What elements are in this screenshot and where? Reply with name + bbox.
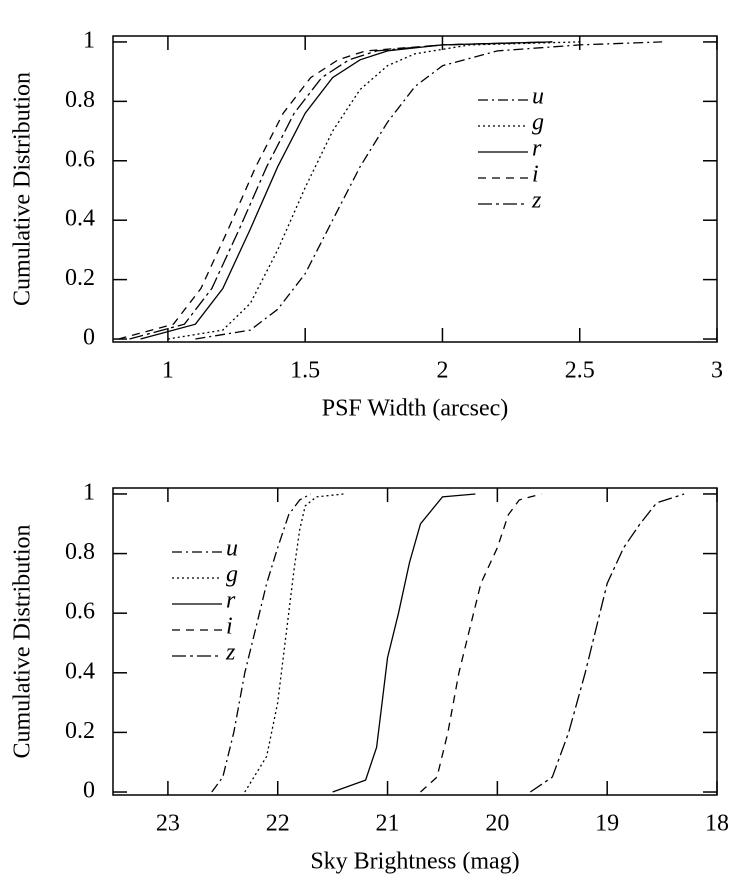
y-tick-label: 1 — [83, 479, 95, 505]
cdf-line — [332, 493, 476, 793]
x-axis-label: PSF Width (arcsec) — [322, 396, 509, 422]
plot-frame — [112, 487, 718, 796]
legend-label: r — [226, 588, 236, 614]
y-tick-label: 0 — [83, 778, 95, 804]
x-tick-label: 3 — [711, 358, 723, 384]
y-tick-label: 1 — [83, 27, 95, 53]
x-tick-label: 19 — [595, 811, 619, 837]
y-tick-label: 0.4 — [65, 206, 95, 232]
x-tick-label: 1.5 — [290, 358, 320, 384]
y-axis-label: Cumulative Distribution — [10, 525, 36, 759]
x-tick-label: 22 — [266, 811, 290, 837]
y-tick-label: 0.4 — [65, 658, 95, 684]
x-tick-label: 1 — [162, 358, 174, 384]
legend-label: g — [226, 562, 238, 588]
cdf-line — [244, 493, 344, 793]
cdf-line — [140, 41, 553, 340]
x-tick-label: 20 — [485, 811, 509, 837]
legend-label: i — [532, 162, 539, 188]
cdf-line — [129, 41, 553, 340]
y-tick-label: 0.6 — [65, 146, 95, 172]
x-tick-label: 2.5 — [565, 358, 595, 384]
legend-label: g — [532, 110, 544, 136]
y-tick-label: 0.2 — [65, 718, 95, 744]
x-tick-label: 21 — [376, 811, 400, 837]
y-tick-label: 0.8 — [65, 539, 95, 565]
x-tick-label: 23 — [156, 811, 180, 837]
y-axis-label: Cumulative Distribution — [10, 72, 36, 306]
cdf-line — [118, 41, 553, 340]
x-axis-label: Sky Brightness (mag) — [310, 849, 519, 875]
x-tick-label: 18 — [705, 811, 729, 837]
y-tick-label: 0.8 — [65, 87, 95, 113]
x-tick-label: 2 — [436, 358, 448, 384]
cdf-line — [211, 493, 312, 793]
legend-label: z — [225, 640, 236, 666]
cdf-line — [420, 493, 542, 793]
legend-label: r — [532, 136, 542, 162]
legend-label: u — [532, 84, 544, 110]
cdf-line — [167, 41, 580, 340]
y-tick-label: 0.2 — [65, 265, 95, 291]
legend-label: z — [531, 188, 542, 214]
legend-label: u — [226, 536, 238, 562]
cdf-line — [195, 41, 663, 340]
plot-frame — [112, 35, 718, 343]
y-tick-label: 0.6 — [65, 599, 95, 625]
legend-label: i — [226, 614, 233, 640]
cdf-line — [529, 493, 685, 793]
y-tick-label: 0 — [83, 325, 95, 351]
